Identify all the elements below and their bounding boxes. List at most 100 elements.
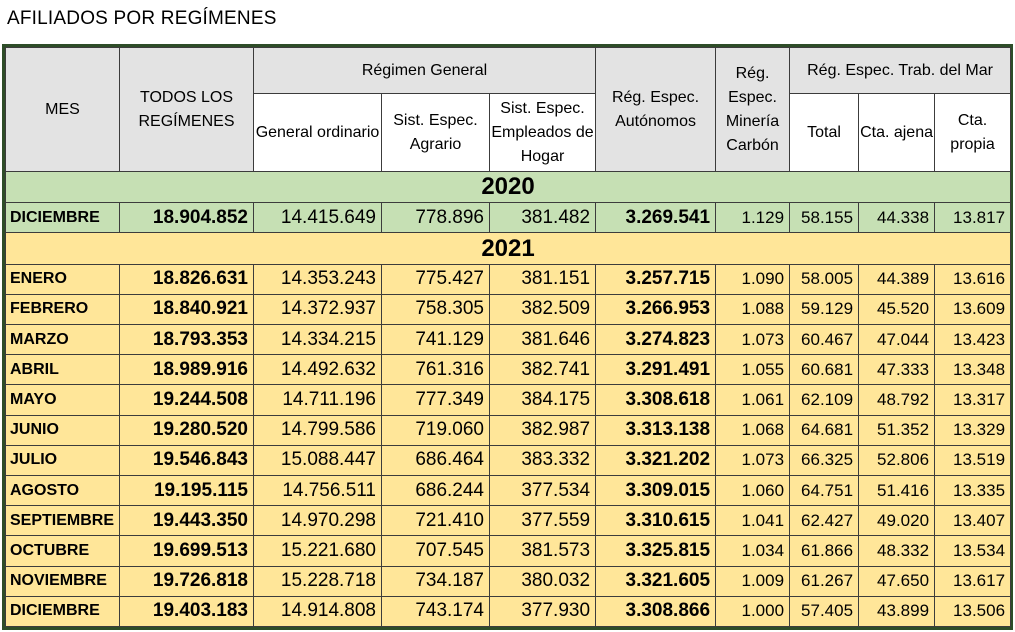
- cell-mes: ENERO: [5, 263, 120, 295]
- cell-mineria: 1.068: [715, 414, 791, 446]
- cell-mar-ajena: 47.333: [858, 354, 936, 386]
- cell-mineria: 1.129: [715, 202, 791, 234]
- cell-todos: 18.793.353: [119, 324, 254, 356]
- cell-todos: 19.195.115: [119, 474, 254, 507]
- table-row: DICIEMBRE 19.403.183 14.914.808 743.174 377.…: [5, 595, 1012, 628]
- table-row: MARZO 18.793.353 14.334.215 741.129 381.646 3…: [5, 324, 1012, 356]
- cell-general-ordinario: 14.970.298: [253, 505, 382, 537]
- cell-hogar: 377.534: [488, 474, 597, 507]
- cell-todos: 18.826.631: [119, 263, 254, 295]
- cell-mar-ajena: 43.899: [858, 595, 936, 628]
- cell-mar-ajena: 49.020: [858, 505, 936, 537]
- cell-todos: 19.726.818: [119, 565, 254, 597]
- cell-hogar: 380.032: [488, 565, 597, 597]
- cell-mineria: 1.009: [715, 565, 791, 597]
- cell-todos: 19.244.508: [119, 384, 254, 416]
- cell-mar-ajena: 47.044: [858, 324, 936, 356]
- cell-todos: 19.403.183: [119, 595, 254, 628]
- cell-autonomos: 3.310.615: [595, 505, 717, 537]
- cell-hogar: 382.741: [488, 354, 597, 386]
- cell-autonomos: 3.321.202: [595, 444, 717, 476]
- cell-hogar: 381.646: [488, 324, 597, 356]
- cell-mar-propia: 13.335: [934, 474, 1012, 507]
- table-row: SEPTIEMBRE 19.443.350 14.970.298 721.410 377…: [5, 505, 1012, 537]
- cell-mar-propia: 13.609: [934, 293, 1012, 326]
- cell-general-ordinario: 14.756.511: [253, 474, 382, 507]
- cell-agrario: 775.427: [381, 263, 490, 295]
- cell-mineria: 1.073: [715, 444, 791, 476]
- table-row: DICIEMBRE 18.904.852 14.415.649 778.896 381.…: [5, 202, 1012, 234]
- cell-mineria: 1.060: [715, 474, 791, 507]
- cell-general-ordinario: 14.914.808: [253, 595, 382, 628]
- cell-mar-ajena: 48.792: [858, 384, 936, 416]
- cell-todos: 19.546.843: [119, 444, 254, 476]
- cell-agrario: 777.349: [381, 384, 490, 416]
- cell-general-ordinario: 14.799.586: [253, 414, 382, 446]
- cell-mineria: 1.073: [715, 324, 791, 356]
- cell-agrario: 734.187: [381, 565, 490, 597]
- cell-mes: AGOSTO: [5, 474, 120, 507]
- table-row: ENERO 18.826.631 14.353.243 775.427 381.151 3…: [5, 263, 1012, 295]
- cell-agrario: 743.174: [381, 595, 490, 628]
- cell-mar-total: 58.005: [789, 263, 860, 295]
- header-general-ordinario: General ordinario: [253, 93, 382, 172]
- cell-mineria: 1.061: [715, 384, 791, 416]
- cell-mar-propia: 13.423: [934, 324, 1012, 356]
- cell-mar-total: 57.405: [789, 595, 860, 628]
- cell-mar-propia: 13.317: [934, 384, 1012, 416]
- cell-agrario: 758.305: [381, 293, 490, 326]
- header-autonomos: Rég. Espec. Autónomos: [595, 47, 717, 172]
- cell-agrario: 707.545: [381, 535, 490, 567]
- cell-mes: JULIO: [5, 444, 120, 476]
- cell-mar-total: 64.751: [789, 474, 860, 507]
- cell-mes: SEPTIEMBRE: [5, 505, 120, 537]
- cell-todos: 18.840.921: [119, 293, 254, 326]
- cell-mar-total: 58.155: [789, 202, 860, 234]
- table-row: NOVIEMBRE 19.726.818 15.228.718 734.187 380.…: [5, 565, 1012, 597]
- cell-mar-total: 60.467: [789, 324, 860, 356]
- cell-hogar: 384.175: [488, 384, 597, 416]
- cell-agrario: 686.244: [381, 474, 490, 507]
- cell-mar-ajena: 51.416: [858, 474, 936, 507]
- cell-hogar: 377.559: [488, 505, 597, 537]
- cell-general-ordinario: 15.221.680: [253, 535, 382, 567]
- cell-mar-ajena: 52.806: [858, 444, 936, 476]
- cell-mineria: 1.000: [715, 595, 791, 628]
- cell-mar-propia: 13.506: [934, 595, 1012, 628]
- header-mar: Rég. Espec. Trab. del Mar: [789, 47, 1012, 94]
- cell-mes: NOVIEMBRE: [5, 565, 120, 597]
- cell-hogar: 377.930: [488, 595, 597, 628]
- cell-mar-ajena: 45.520: [858, 293, 936, 326]
- cell-general-ordinario: 14.372.937: [253, 293, 382, 326]
- cell-autonomos: 3.266.953: [595, 293, 717, 326]
- year-2020: 2020: [4, 170, 1012, 204]
- cell-mineria: 1.090: [715, 263, 791, 295]
- cell-mar-total: 66.325: [789, 444, 860, 476]
- cell-mar-total: 60.681: [789, 354, 860, 386]
- header-todos: TODOS LOS REGÍMENES: [119, 47, 254, 172]
- cell-agrario: 761.316: [381, 354, 490, 386]
- cell-todos: 19.280.520: [119, 414, 254, 446]
- cell-mes: DICIEMBRE: [5, 595, 120, 628]
- table-row: JULIO 19.546.843 15.088.447 686.464 383.332 3…: [5, 444, 1012, 476]
- cell-mar-propia: 13.617: [934, 565, 1012, 597]
- table-row: MAYO 19.244.508 14.711.196 777.349 384.175 3.…: [5, 384, 1012, 416]
- cell-todos: 18.904.852: [119, 202, 254, 234]
- cell-mar-propia: 13.534: [934, 535, 1012, 567]
- cell-general-ordinario: 14.415.649: [253, 202, 382, 234]
- cell-mar-ajena: 44.389: [858, 263, 936, 295]
- cell-mes: JUNIO: [5, 414, 120, 446]
- cell-autonomos: 3.308.866: [595, 595, 717, 628]
- header-hogar: Sist. Espec. Empleados de Hogar: [488, 93, 597, 172]
- cell-general-ordinario: 15.228.718: [253, 565, 382, 597]
- cell-autonomos: 3.321.605: [595, 565, 717, 597]
- cell-agrario: 721.410: [381, 505, 490, 537]
- cell-mar-propia: 13.817: [934, 202, 1012, 234]
- cell-mineria: 1.055: [715, 354, 791, 386]
- cell-mes: MARZO: [5, 324, 120, 356]
- header-agrario: Sist. Espec. Agrario: [381, 93, 490, 172]
- table-row: AGOSTO 19.195.115 14.756.511 686.244 377.534…: [5, 474, 1012, 507]
- cell-hogar: 382.987: [488, 414, 597, 446]
- header-regimen-general: Régimen General: [252, 47, 597, 94]
- cell-hogar: 381.482: [488, 202, 597, 234]
